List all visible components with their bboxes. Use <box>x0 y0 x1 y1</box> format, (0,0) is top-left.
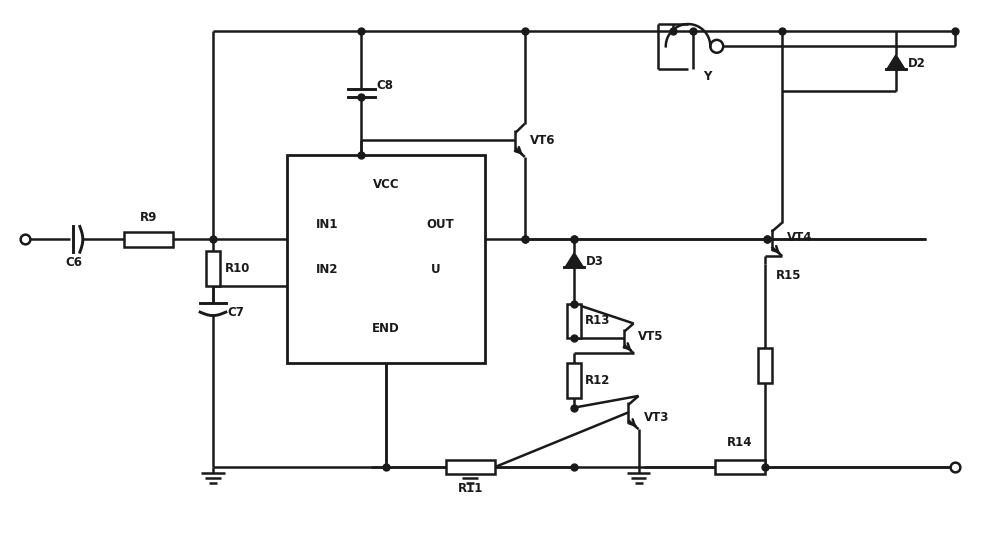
Bar <box>567 363 581 398</box>
Text: D2: D2 <box>908 57 926 70</box>
Text: R9: R9 <box>140 212 157 225</box>
Text: Y: Y <box>703 70 711 83</box>
Text: C6: C6 <box>65 256 82 269</box>
Bar <box>287 155 485 363</box>
Text: R12: R12 <box>585 374 610 387</box>
Bar <box>446 460 495 474</box>
Text: R14: R14 <box>727 436 753 449</box>
Polygon shape <box>565 253 583 267</box>
Text: D3: D3 <box>586 255 604 268</box>
Bar <box>758 348 772 383</box>
Text: VT4: VT4 <box>787 231 813 244</box>
Text: VCC: VCC <box>373 178 399 191</box>
Polygon shape <box>887 55 905 69</box>
Text: R10: R10 <box>225 262 250 275</box>
Text: VT5: VT5 <box>638 330 663 343</box>
Bar <box>124 232 173 247</box>
Text: R13: R13 <box>585 314 610 327</box>
Text: R15: R15 <box>776 269 801 282</box>
Text: IN2: IN2 <box>316 263 338 275</box>
Text: OUT: OUT <box>427 218 454 231</box>
Text: U: U <box>431 263 440 275</box>
Text: C8: C8 <box>376 79 393 92</box>
Text: VT6: VT6 <box>530 134 555 147</box>
Text: IN1: IN1 <box>316 218 338 231</box>
Bar <box>567 304 581 338</box>
Text: C7: C7 <box>228 306 245 319</box>
Text: END: END <box>372 322 400 335</box>
Text: R11: R11 <box>458 482 483 495</box>
Text: VT3: VT3 <box>644 411 669 424</box>
Bar <box>715 460 765 474</box>
Bar <box>206 251 220 286</box>
